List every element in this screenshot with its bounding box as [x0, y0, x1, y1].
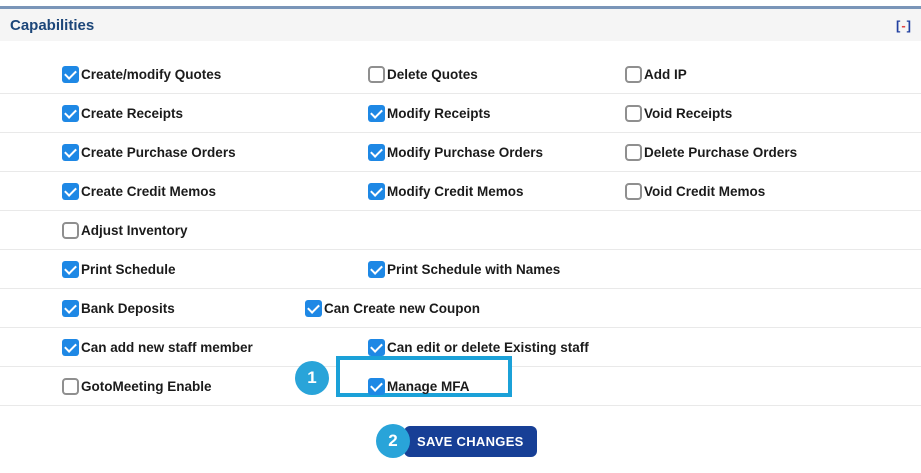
collapse-toggle[interactable]: [ - ]: [896, 9, 911, 41]
manage-mfa-highlight-box: [336, 356, 512, 397]
checkbox-add-ip[interactable]: [625, 65, 642, 83]
capability-item-modify-purchase-orders: Modify Purchase Orders: [368, 133, 543, 171]
capability-label: Print Schedule: [81, 261, 176, 277]
capability-label: Print Schedule with Names: [387, 261, 561, 277]
capability-label: Add IP: [644, 66, 687, 82]
checkbox-can-add-new-staff-member[interactable]: [62, 338, 79, 356]
checkbox-create-credit-memos[interactable]: [62, 182, 79, 200]
checkbox-create-modify-quotes[interactable]: [62, 65, 79, 83]
capability-label: GotoMeeting Enable: [81, 378, 212, 394]
capability-row: Create/modify Quotes Delete Quotes Add IP: [0, 55, 921, 94]
capability-label: Can edit or delete Existing staff: [387, 339, 589, 355]
capability-row: Create Receipts Modify Receipts Void Recei…: [0, 94, 921, 133]
collapse-open-bracket: [: [895, 17, 901, 33]
capability-item-delete-purchase-orders: Delete Purchase Orders: [625, 133, 797, 171]
capability-label: Bank Deposits: [81, 300, 175, 316]
capability-label: Create Receipts: [81, 105, 184, 121]
capability-row: GotoMeeting Enable Manage MFA: [0, 367, 921, 406]
capability-item-bank-deposits: Bank Deposits: [62, 289, 175, 327]
capabilities-grid: Create/modify Quotes Delete Quotes Add IP C…: [0, 55, 921, 406]
checkbox-void-credit-memos[interactable]: [625, 182, 642, 200]
checkbox-delete-quotes[interactable]: [368, 65, 385, 83]
capability-item-void-receipts: Void Receipts: [625, 94, 732, 132]
page-title: Capabilities: [10, 16, 95, 34]
capability-label: Void Receipts: [644, 105, 733, 121]
checkbox-can-create-new-coupon[interactable]: [305, 299, 322, 317]
capability-item-delete-quotes: Delete Quotes: [368, 55, 478, 93]
capability-item-modify-receipts: Modify Receipts: [368, 94, 491, 132]
collapse-minus-icon: -: [901, 17, 906, 33]
capability-label: Delete Quotes: [387, 66, 478, 82]
checkbox-create-receipts[interactable]: [62, 104, 79, 122]
checkbox-manage-mfa[interactable]: [368, 377, 385, 395]
capability-item-adjust-inventory: Adjust Inventory: [62, 211, 188, 249]
capability-item-modify-credit-memos: Modify Credit Memos: [368, 172, 524, 210]
capability-label: Void Credit Memos: [644, 183, 766, 199]
capability-row: Create Credit Memos Modify Credit Memos Vo…: [0, 172, 921, 211]
capability-row: Adjust Inventory: [0, 211, 921, 250]
capability-item-print-schedule-with-names: Print Schedule with Names: [368, 250, 560, 288]
panel-header: Capabilities [ - ]: [0, 9, 921, 41]
capability-label: Modify Credit Memos: [387, 183, 524, 199]
checkbox-can-edit-or-delete-existing-staff[interactable]: [368, 338, 385, 356]
capability-row: Print Schedule Print Schedule with Names: [0, 250, 921, 289]
capability-label: Can Create new Coupon: [324, 300, 481, 316]
checkbox-modify-credit-memos[interactable]: [368, 182, 385, 200]
capability-item-create-modify-quotes: Create/modify Quotes: [62, 55, 221, 93]
checkbox-modify-purchase-orders[interactable]: [368, 143, 385, 161]
capability-label: Modify Receipts: [387, 105, 491, 121]
checkbox-print-schedule-with-names[interactable]: [368, 260, 385, 278]
capability-item-add-ip: Add IP: [625, 55, 687, 93]
capability-label: Modify Purchase Orders: [387, 144, 544, 160]
capability-row: Create Purchase Orders Modify Purchase Or…: [0, 133, 921, 172]
checkbox-adjust-inventory[interactable]: [62, 221, 79, 239]
capability-row: Bank Deposits Can Create new Coupon: [0, 289, 921, 328]
capability-item-can-add-new-staff-member: Can add new staff member: [62, 328, 253, 366]
capability-label: Create/modify Quotes: [81, 66, 222, 82]
collapse-close-bracket: ]: [906, 17, 911, 33]
step-badge-2: 2: [376, 424, 410, 458]
capability-label: Can add new staff member: [81, 339, 253, 355]
save-changes-button[interactable]: SAVE CHANGES: [404, 426, 537, 457]
capability-item-can-create-new-coupon: Can Create new Coupon: [305, 289, 480, 327]
capability-row: Can add new staff member Can edit or dele…: [0, 328, 921, 367]
capability-label: Create Purchase Orders: [81, 144, 236, 160]
capability-item-can-edit-or-delete-existing-staff: Can edit or delete Existing staff: [368, 328, 589, 366]
capability-label: Delete Purchase Orders: [644, 144, 798, 160]
capability-item-gotomeeting-enable: GotoMeeting Enable: [62, 367, 212, 405]
checkbox-create-purchase-orders[interactable]: [62, 143, 79, 161]
checkbox-modify-receipts[interactable]: [368, 104, 385, 122]
checkbox-void-receipts[interactable]: [625, 104, 642, 122]
capability-label: Manage MFA: [387, 378, 470, 394]
capability-item-create-credit-memos: Create Credit Memos: [62, 172, 216, 210]
top-divider: [0, 6, 921, 9]
capability-label: Adjust Inventory: [81, 222, 188, 238]
capability-item-void-credit-memos: Void Credit Memos: [625, 172, 765, 210]
capability-item-create-purchase-orders: Create Purchase Orders: [62, 133, 236, 171]
checkbox-print-schedule[interactable]: [62, 260, 79, 278]
checkbox-delete-purchase-orders[interactable]: [625, 143, 642, 161]
step-badge-1: 1: [295, 361, 329, 395]
capability-item-create-receipts: Create Receipts: [62, 94, 183, 132]
capability-item-print-schedule: Print Schedule: [62, 250, 176, 288]
capability-label: Create Credit Memos: [81, 183, 217, 199]
checkbox-gotomeeting-enable[interactable]: [62, 377, 79, 395]
checkbox-bank-deposits[interactable]: [62, 299, 79, 317]
capability-item-manage-mfa: Manage MFA: [368, 367, 470, 405]
